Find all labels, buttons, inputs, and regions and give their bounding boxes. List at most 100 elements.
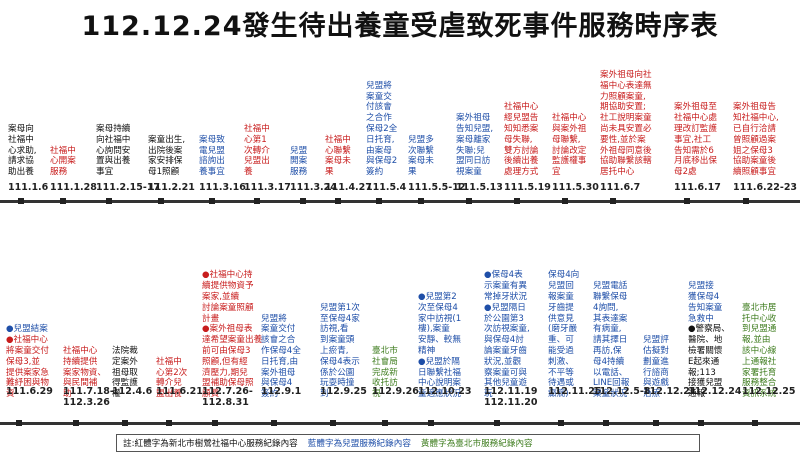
row1-event-7: 社福中 心聯繫 案母未 果 — [325, 135, 351, 178]
row2-event-10-text-0: 保母4向 兒盟回 報案童 牙齒提 供意見 (磨牙嚴 重、可 能受過 刺激、 不平… — [548, 270, 580, 400]
row1-event-15-text-0: 案外祖母告 知社福中心, 已自行洽請 曾照顧過案 姐之保母3 協助案童後 續照顧… — [733, 102, 779, 178]
row1-event-5: 社福中 心第1 次轉介 兒盟出 養 — [244, 124, 270, 178]
row2-event-6: 兒盟第1次 至保母4家 訪視,看 到案童頭 上瘀青, 保母4表示 係於公園 玩耍… — [320, 303, 360, 400]
row1-event-15: 案外祖母告 知社福中心, 已自行洽請 曾照顧過案 姐之保母3 協助案童後 續照顧… — [733, 102, 779, 178]
row2-event-14: 臺北市居 托中心收 到兒盟通 報,並由 該中心線 上通報社 家署托育 服務整合 … — [742, 303, 776, 400]
row1-event-3: 案童出生, 出院後案 家安排保 母1照顧 — [148, 135, 185, 178]
row2-marker-0 — [16, 420, 22, 426]
row2-date-5: 112.9.1 — [261, 386, 302, 397]
row1-event-4: 案母致 電兒盟 諮詢出 養事宜 — [199, 135, 225, 178]
row1-date-3: 111.2.21 — [148, 182, 195, 193]
row2-event-5: 兒盟將 案童交付 該會之合 作保母4全 日托育,由 案外祖母 與保母4 簽約 — [261, 314, 301, 400]
row2-date-0: 111.6.29 — [6, 386, 53, 397]
row2-event-13-text-1: ●警察局、 醫院、地 檢署關懷 E起來通 報;113 接獲兒盟 通報 — [688, 324, 730, 400]
row1-event-12: 社福中心 與案外祖 母聯繫, 討論改定 監護權事 宜 — [552, 113, 586, 178]
row2-event-10: 保母4向 兒盟回 報案童 牙齒提 供意見 (磨牙嚴 重、可 能受過 刺激、 不平… — [548, 270, 579, 400]
row2-event-3: 社福中 心第2次 轉介兒 盟出養 — [156, 357, 187, 400]
row2-date-13: 112.12.24 — [688, 386, 742, 397]
row1-marker-11 — [514, 198, 520, 204]
row2-event-8-text-1: ●兒盟於隔 日聯繫社福 中心說明案 童適應狀況 — [418, 356, 461, 400]
row1-event-10: 案外祖母 告知兒盟, 案母離家 失聯;兒 盟同日訪 視案童 — [456, 113, 493, 178]
row2-event-14-text-0: 臺北市居 托中心收 到兒盟通 報,並由 該中心線 上通報社 家署托育 服務整合 … — [742, 302, 777, 400]
row1-date-9: 111.5.5-12 — [408, 182, 466, 193]
row1-marker-14 — [684, 198, 690, 204]
row2-event-8: ●兒盟第2 次至保母4 家中訪視(1 樓),案童 安靜、較無 精神 ●兒盟於隔 日… — [418, 292, 461, 400]
row2-date-1: 111.7.18- 112.3.26 — [63, 386, 114, 408]
row1-event-11-text-0: 社福中心 經兒盟告 知知悉案 母失聯, 雙方討論 後續出養 處理方式 — [504, 102, 539, 178]
row1-date-15: 111.6.22-23 — [733, 182, 798, 193]
row1-event-6-text-0: 兒盟 開案 服務 — [290, 145, 308, 178]
row2-marker-7 — [382, 420, 388, 426]
row2-marker-6 — [330, 420, 336, 426]
row1-event-7-text-0: 社福中 心聯繫 案母未 果 — [325, 134, 351, 178]
row1-marker-4 — [209, 198, 215, 204]
row2-event-0-text-1: ●社福中心 將案童交付 保母3,並 提供案家急 難紓困與物 資 — [6, 335, 49, 400]
row1-event-0-text-0: 案母向 社福中 心求助, 請求協 助出養 — [8, 124, 37, 178]
row1-event-13: 案外祖母向社 福中心表達無 力照顧案童, 期協助安置; 社工說明案童 尚未具安置… — [600, 70, 652, 178]
row2-event-12-text-0: 兒盟評 估擬對 劃童進 行諮商 與遊戲 治療 — [643, 335, 669, 400]
row2-date-4: 112.7.26- 112.8.31 — [202, 386, 253, 408]
row2-date-9: 112.11.19 112.11.20 — [484, 386, 538, 408]
row1-date-8: 111.5.4 — [366, 182, 407, 193]
row1-date-11: 111.5.19 — [504, 182, 551, 193]
row2-marker-9 — [494, 420, 500, 426]
row2-date-12: 112.12.21 — [643, 386, 697, 397]
row1-marker-12 — [562, 198, 568, 204]
row2-date-6: 112.9.25 — [320, 386, 367, 397]
legend-note-green: 黃體字為臺北市服務紀錄內容 — [420, 439, 533, 449]
row2-event-7-text-0: 臺北市 社會局 完成新 收托訪 視 — [372, 346, 398, 400]
row1-marker-8 — [376, 198, 382, 204]
row2-event-11: 兒盟電話 聯繫保母 4詢問, 其表達案 有病童, 請其擇日 再訪,保 母4持續 … — [593, 281, 629, 400]
row1-marker-1 — [60, 198, 66, 204]
row1-date-14: 111.6.17 — [674, 182, 721, 193]
timeline-axis-2 — [0, 422, 800, 425]
row2-marker-2 — [122, 420, 128, 426]
row2-marker-8 — [428, 420, 434, 426]
row2-marker-5 — [271, 420, 277, 426]
legend-note-blue: 藍體字為兒盟服務紀錄內容 — [307, 439, 411, 449]
row1-event-10-text-0: 案外祖母 告知兒盟, 案母離家 失聯;兒 盟同日訪 視案童 — [456, 113, 494, 178]
row2-event-4: ●社福中心持 續提供物資予 案家,並續 討論案童照顧 計畫 ●案外祖母表 達希望案… — [202, 270, 262, 400]
row1-marker-10 — [466, 198, 472, 204]
page-title: 112.12.24發生待出養童受虐致死事件服務時序表 — [81, 11, 719, 42]
row2-event-0-text-0: ●兒盟結案 — [6, 324, 48, 335]
row2-marker-1 — [73, 420, 79, 426]
row2-marker-13 — [698, 420, 704, 426]
row2-date-14: 112.12.25 — [742, 386, 796, 397]
row2-event-11-text-0: 兒盟電話 聯繫保母 4詢問, 其表達案 有病童, 請其擇日 再訪,保 母4持續 … — [593, 281, 630, 400]
row2-event-1: 社福中心 持續提供 案家物資、 與民間補 助 — [63, 346, 106, 400]
row2-event-2: 法院裁 定案外 祖母取 得監護 權 — [112, 346, 138, 400]
row2-date-7: 112.9.26 — [372, 386, 419, 397]
row2-marker-12 — [653, 420, 659, 426]
row2-event-13: 兒盟接 獲保母4 告知案童 急救中 ●警察局、 醫院、地 檢署關懷 E起來通 報;… — [688, 281, 730, 400]
row2-event-9: ●保母4表 示案童有異 常掉牙狀況 ●兒盟隔日 於公園第3 次訪視案童, 與保母4… — [484, 270, 530, 400]
row1-event-2: 案母持續 向社福中 心詢問安 置與出養 事宜 — [96, 124, 130, 178]
row1-event-4-text-0: 案母致 電兒盟 諮詢出 養事宜 — [199, 134, 225, 178]
row2-event-0: ●兒盟結案 ●社福中心 將案童交付 保母3,並 提供案家急 難紓困與物 資 — [6, 324, 49, 400]
row2-marker-10 — [558, 420, 564, 426]
row1-marker-0 — [18, 198, 24, 204]
row1-marker-9 — [418, 198, 424, 204]
row2-event-9-text-1: ●兒盟隔日 於公園第3 次訪視案童, 與保母4討 論案童牙齒 狀況,並觀 察案童… — [484, 302, 530, 400]
row2-date-11: 112.12.5-8 — [593, 386, 651, 397]
timeline-axis-1 — [0, 200, 800, 203]
row1-marker-13 — [610, 198, 616, 204]
row1-date-2: 111.2.15-17 — [96, 182, 161, 193]
row1-event-0: 案母向 社福中 心求助, 請求協 助出養 — [8, 124, 37, 178]
row1-marker-7 — [335, 198, 341, 204]
row2-event-9-text-0: ●保母4表 示案童有異 常掉牙狀況 — [484, 270, 527, 303]
row1-date-1: 111.1.28 — [50, 182, 97, 193]
row2-marker-4 — [212, 420, 218, 426]
row2-date-8: 112.10.23 — [418, 386, 472, 397]
row1-event-14: 案外祖母至 社福中心處 理改訂監護 事宜,社工 告知需於6 月底移出保 母2處 — [674, 102, 717, 178]
row1-event-1-text-0: 社福中 心開案 服務 — [50, 145, 76, 178]
row1-marker-3 — [158, 198, 164, 204]
row1-event-13-text-0: 案外祖母向社 福中心表達無 力照顧案童, 期協助安置; 社工說明案童 尚未具安置… — [600, 70, 652, 178]
row2-marker-11 — [603, 420, 609, 426]
row2-event-8-text-0: ●兒盟第2 次至保母4 家中訪視(1 樓),案童 安靜、較無 精神 — [418, 292, 462, 357]
row2-marker-3 — [166, 420, 172, 426]
row2-date-10: 112.11.25 — [548, 386, 602, 397]
row2-event-1-text-0: 社福中心 持續提供 案家物資、 與民間補 助 — [63, 346, 106, 400]
row1-marker-5 — [254, 198, 260, 204]
row2-date-2: 112.4.6 — [112, 386, 153, 397]
